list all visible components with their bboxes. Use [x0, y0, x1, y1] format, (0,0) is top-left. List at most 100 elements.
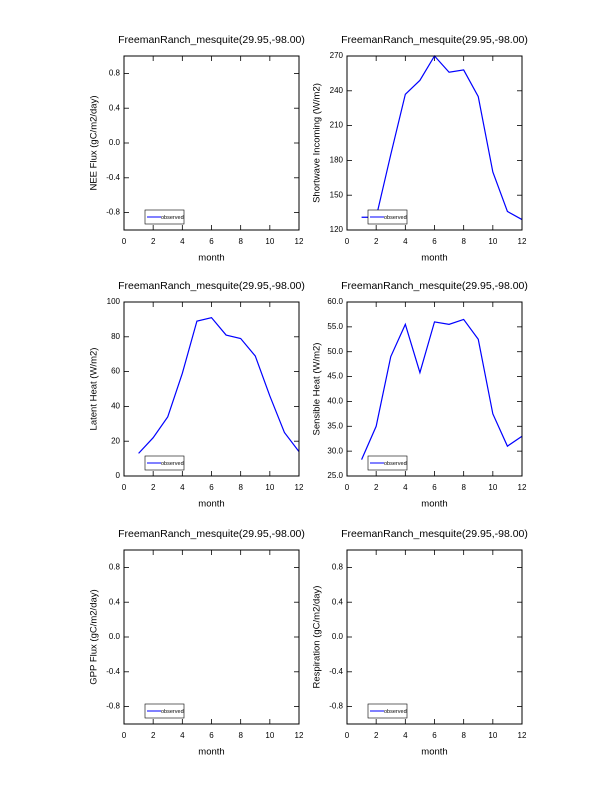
y-tick-label: 240	[330, 86, 344, 95]
x-axis-label: month	[198, 253, 224, 264]
x-tick-label: 10	[265, 237, 274, 246]
x-tick-label: 10	[265, 731, 274, 740]
y-tick-label: 0.4	[109, 597, 121, 606]
y-tick-label: 270	[330, 51, 344, 60]
chart-title: FreemanRanch_mesquite(29.95,-98.00)	[118, 528, 305, 540]
x-tick-label: 10	[488, 237, 497, 246]
chart-title: FreemanRanch_mesquite(29.95,-98.00)	[118, 34, 305, 46]
x-axis-label: month	[198, 747, 224, 758]
x-tick-label: 10	[488, 483, 497, 492]
y-tick-label: 35.0	[327, 421, 343, 430]
y-axis-label: Sensible Heat (W/m2)	[312, 343, 323, 436]
data-line	[138, 316, 300, 454]
x-tick-label: 10	[488, 731, 497, 740]
y-tick-label: 40	[111, 402, 120, 411]
y-tick-label: 150	[330, 190, 344, 199]
legend-label: observed	[384, 461, 407, 467]
x-tick-label: 8	[238, 483, 243, 492]
y-tick-label: 0.8	[332, 563, 344, 572]
x-tick-label: 4	[403, 237, 408, 246]
legend-box	[367, 703, 408, 719]
legend-label: observed	[384, 215, 407, 221]
chart-title: FreemanRanch_mesquite(29.95,-98.00)	[341, 34, 528, 46]
x-tick-label: 8	[461, 483, 466, 492]
chart-title: FreemanRanch_mesquite(29.95,-98.00)	[341, 528, 528, 540]
x-tick-label: 6	[432, 731, 437, 740]
x-tick-label: 12	[518, 731, 527, 740]
panel: FreemanRanch_mesquite(29.95,-98.00)month…	[89, 280, 305, 510]
y-tick-label: 80	[111, 332, 120, 341]
y-tick-label: -0.4	[106, 667, 120, 676]
y-tick-label: 0	[116, 471, 121, 480]
data-line	[361, 318, 523, 460]
x-tick-label: 2	[151, 483, 156, 492]
x-tick-label: 4	[180, 237, 185, 246]
x-axis-label: month	[421, 747, 447, 758]
plot-frame	[346, 55, 523, 231]
y-tick-label: -0.8	[106, 208, 120, 217]
y-tick-label: -0.8	[106, 702, 120, 711]
x-tick-label: 0	[122, 731, 127, 740]
x-tick-label: 10	[265, 483, 274, 492]
x-tick-label: 12	[295, 237, 304, 246]
x-tick-label: 0	[122, 237, 127, 246]
y-tick-label: 50.0	[327, 347, 343, 356]
x-tick-label: 2	[374, 483, 379, 492]
y-tick-label: 0.4	[109, 103, 121, 112]
x-tick-label: 6	[209, 483, 214, 492]
plot-frame	[346, 301, 523, 477]
y-tick-label: -0.4	[106, 173, 120, 182]
y-tick-label: 120	[330, 225, 344, 234]
legend-box	[144, 455, 185, 471]
y-tick-label: 0.8	[109, 69, 121, 78]
y-tick-label: -0.8	[329, 702, 343, 711]
y-tick-label: 20	[111, 436, 120, 445]
data-line	[361, 54, 523, 221]
y-tick-label: 30.0	[327, 446, 343, 455]
y-tick-label: 180	[330, 156, 344, 165]
x-tick-label: 4	[180, 483, 185, 492]
panel: FreemanRanch_mesquite(29.95,-98.00)month…	[89, 34, 305, 264]
y-tick-label: 60	[111, 367, 120, 376]
y-tick-label: 55.0	[327, 322, 343, 331]
legend-label: observed	[384, 709, 407, 715]
legend-label: observed	[161, 461, 184, 467]
x-tick-label: 8	[238, 731, 243, 740]
x-tick-label: 12	[295, 731, 304, 740]
chart-title: FreemanRanch_mesquite(29.95,-98.00)	[118, 280, 305, 292]
y-tick-label: 0.0	[332, 632, 344, 641]
x-tick-label: 12	[295, 483, 304, 492]
x-tick-label: 8	[238, 237, 243, 246]
chart-title: FreemanRanch_mesquite(29.95,-98.00)	[341, 280, 528, 292]
y-tick-label: 210	[330, 121, 344, 130]
x-tick-label: 8	[461, 731, 466, 740]
y-tick-label: 45.0	[327, 372, 343, 381]
legend-label: observed	[161, 215, 184, 221]
y-axis-label: GPP Flux (gC/m2/day)	[89, 589, 100, 684]
x-tick-label: 4	[403, 731, 408, 740]
x-tick-label: 12	[518, 237, 527, 246]
x-tick-label: 6	[209, 731, 214, 740]
plot-frame	[123, 549, 300, 725]
x-tick-label: 4	[403, 483, 408, 492]
x-tick-label: 0	[122, 483, 127, 492]
plot-frame	[123, 301, 300, 477]
panel: FreemanRanch_mesquite(29.95,-98.00)month…	[312, 528, 528, 758]
legend-box	[144, 703, 185, 719]
x-tick-label: 6	[432, 237, 437, 246]
x-tick-label: 8	[461, 237, 466, 246]
x-tick-label: 12	[518, 483, 527, 492]
x-axis-label: month	[421, 499, 447, 510]
x-tick-label: 2	[151, 731, 156, 740]
panel: FreemanRanch_mesquite(29.95,-98.00)month…	[312, 34, 528, 264]
y-tick-label: 0.0	[109, 138, 121, 147]
plot-frame	[346, 549, 523, 725]
y-axis-label: Shortwave Incoming (W/m2)	[312, 83, 323, 203]
x-tick-label: 0	[345, 237, 350, 246]
legend-label: observed	[161, 709, 184, 715]
x-tick-label: 6	[432, 483, 437, 492]
x-axis-label: month	[421, 253, 447, 264]
y-tick-label: 0.0	[109, 632, 121, 641]
